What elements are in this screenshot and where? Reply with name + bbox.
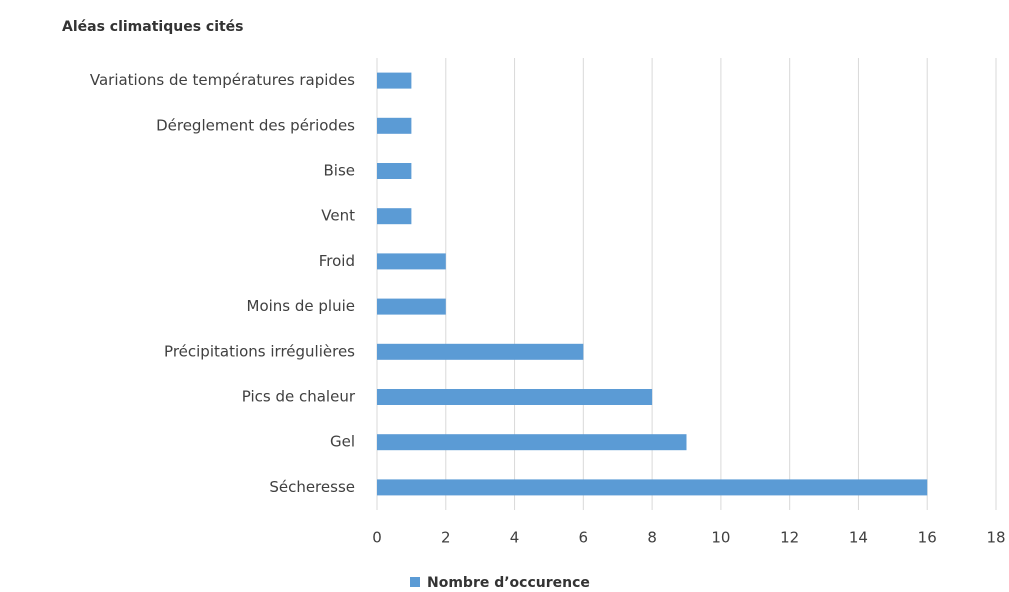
bar — [377, 72, 412, 89]
bar — [377, 117, 412, 134]
x-tick-label: 2 — [441, 529, 451, 547]
y-tick-label: Moins de pluie — [247, 297, 356, 315]
bar — [377, 208, 412, 225]
x-tick-label: 12 — [780, 529, 799, 547]
x-tick-label: 10 — [711, 529, 730, 547]
x-tick-label: 8 — [647, 529, 657, 547]
x-tick-label: 4 — [510, 529, 520, 547]
bar — [377, 479, 928, 496]
x-tick-label: 0 — [372, 529, 382, 547]
bar — [377, 253, 446, 270]
y-tick-label: Variations de températures rapides — [90, 71, 355, 89]
x-tick-label: 14 — [849, 529, 868, 547]
y-tick-label: Vent — [321, 207, 355, 225]
bar — [377, 163, 412, 179]
y-tick-label: Pics de chaleur — [242, 388, 356, 406]
bar — [377, 389, 653, 405]
x-tick-label: 16 — [918, 529, 937, 547]
y-tick-label: Gel — [330, 433, 355, 451]
x-tick-label: 6 — [579, 529, 589, 547]
legend-label: Nombre d’occurence — [427, 575, 590, 591]
chart-title: Aléas climatiques cités — [62, 19, 244, 35]
y-tick-label: Précipitations irrégulières — [164, 342, 355, 360]
legend-swatch — [410, 577, 420, 587]
bar — [377, 298, 446, 315]
x-tick-label: 18 — [986, 529, 1005, 547]
y-tick-label: Bise — [323, 162, 355, 180]
y-tick-label: Sécheresse — [269, 478, 355, 496]
y-tick-label: Déreglement des périodes — [156, 116, 355, 134]
bar — [377, 434, 687, 451]
bar — [377, 343, 584, 360]
y-tick-label: Froid — [319, 252, 355, 270]
